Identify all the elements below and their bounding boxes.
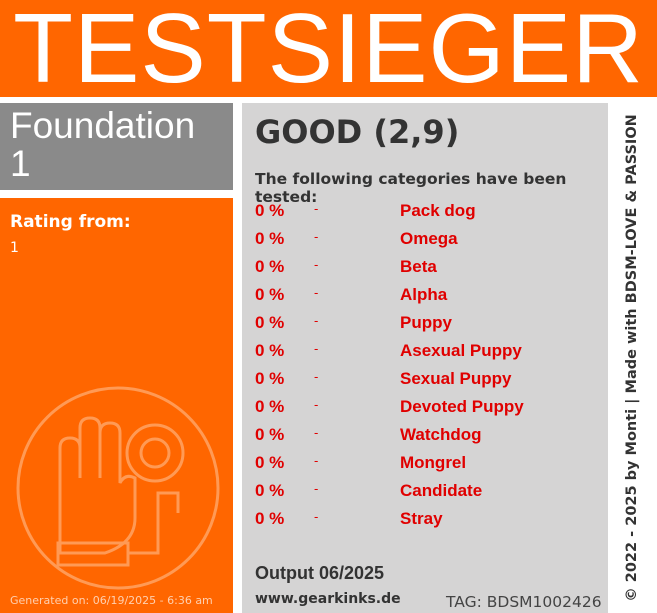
row-dash: - <box>314 313 319 328</box>
row-name: Alpha <box>400 285 448 304</box>
row-percent: 0 % <box>255 481 285 500</box>
row-dash: - <box>314 369 319 384</box>
row-percent: 0 % <box>255 313 285 332</box>
copyright: © 2022 - 2025 by Monti | Made with BDSM-… <box>624 114 640 602</box>
row-dash: - <box>314 481 319 496</box>
row-percent: 0 % <box>255 369 285 388</box>
row-percent: 0 % <box>255 453 285 472</box>
row-percent: 0 % <box>255 397 285 416</box>
row-name: Beta <box>400 257 437 276</box>
side-strip: © 2022 - 2025 by Monti | Made with BDSM-… <box>608 103 657 613</box>
grade: GOOD (2,9) <box>255 113 460 151</box>
output-date: Output 06/2025 <box>255 563 385 583</box>
tag: TAG: BDSM1002426 <box>446 593 602 611</box>
row-name: Candidate <box>400 481 483 500</box>
row-dash: - <box>314 257 319 272</box>
row-name: Watchdog <box>400 425 482 444</box>
intro: The following categories have been teste… <box>255 170 567 206</box>
row-name: Devoted Puppy <box>400 397 524 416</box>
row-dash: - <box>314 285 319 300</box>
rating-value: 1 <box>10 240 19 256</box>
row-dash: - <box>314 201 319 216</box>
row-dash: - <box>314 453 319 468</box>
row-dash: - <box>314 397 319 412</box>
row-name: Sexual Puppy <box>400 369 512 388</box>
row-name: Stray <box>400 509 443 528</box>
row-dash: - <box>314 425 319 440</box>
website: www.gearkinks.de <box>255 591 401 607</box>
row-dash: - <box>314 229 319 244</box>
row-dash: - <box>314 341 319 356</box>
row-dash: - <box>314 509 319 524</box>
row-percent: 0 % <box>255 201 285 220</box>
row-percent: 0 % <box>255 425 285 444</box>
banner-title: TESTSIEGER <box>0 0 657 97</box>
row-percent: 0 % <box>255 229 285 248</box>
row-percent: 0 % <box>255 509 285 528</box>
row-name: Pack dog <box>400 201 476 220</box>
row-name: Asexual Puppy <box>400 341 522 360</box>
icon <box>16 386 220 590</box>
generated-date: Generated on: 06/19/2025 - 6:36 am <box>10 594 213 607</box>
row-name: Mongrel <box>400 453 467 472</box>
row-percent: 0 % <box>255 257 285 276</box>
rating-label: Rating from: <box>10 212 131 232</box>
result-panel: GOOD (2,9) The following categories have… <box>242 103 608 613</box>
left-panel: Rating from: 1 Generated on: 06/19/2025 … <box>0 198 233 613</box>
row-name: Puppy <box>400 313 452 332</box>
row-percent: 0 % <box>255 341 285 360</box>
row-name: Omega <box>400 229 458 248</box>
product-name: Foundation 1 <box>0 103 233 190</box>
row-percent: 0 % <box>255 285 285 304</box>
